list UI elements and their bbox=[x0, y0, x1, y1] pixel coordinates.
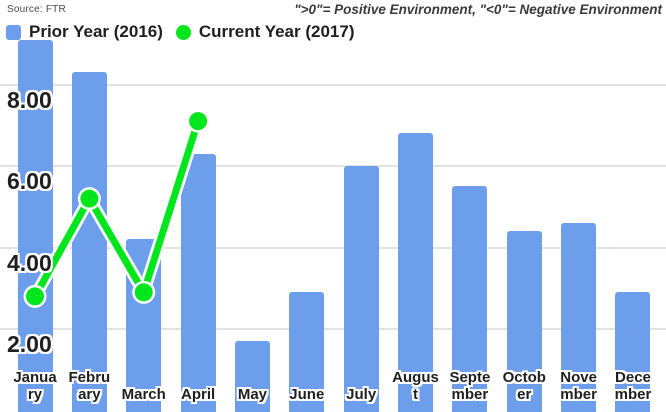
legend-label-prior-year: Prior Year (2016) bbox=[29, 22, 163, 41]
xaxis-label-december: Dece mber bbox=[615, 369, 652, 403]
xaxis-label-may: May bbox=[238, 386, 267, 403]
xaxis-label-august: Augus t bbox=[392, 369, 439, 403]
xaxis-label-line: mber bbox=[560, 386, 597, 403]
xaxis-label-line: ary bbox=[78, 386, 101, 403]
legend-label-current-year: Current Year (2017) bbox=[198, 22, 355, 41]
xaxis-label-line: Janua bbox=[13, 369, 57, 386]
gridline-4.00 bbox=[0, 246, 666, 249]
xaxis-label-line: Augus bbox=[392, 369, 439, 386]
xaxis-label-line: ry bbox=[27, 386, 43, 403]
xaxis-label-line: mber bbox=[451, 386, 489, 403]
xaxis-label-april: April bbox=[181, 386, 215, 403]
xaxis-label-november: Nove mber bbox=[560, 369, 597, 403]
xaxis-label-line: t bbox=[413, 386, 419, 403]
gridline-8.00 bbox=[0, 83, 666, 86]
bar-november bbox=[561, 223, 597, 412]
ytick-label-6.00: 6.00 bbox=[7, 168, 52, 194]
xaxis-label-line: April bbox=[180, 386, 216, 403]
gridline-6.00 bbox=[0, 165, 666, 167]
xaxis-label-line: June bbox=[289, 386, 325, 403]
bar-series-swatch-icon bbox=[6, 24, 21, 40]
xaxis-label-september: Septe mber bbox=[449, 369, 490, 403]
xaxis-label-line: er bbox=[517, 386, 532, 403]
xaxis-label-line: March bbox=[121, 386, 166, 403]
xaxis-label-june: June bbox=[289, 386, 324, 403]
line-point-february bbox=[80, 189, 99, 208]
ytick-label-8.00: 8.00 bbox=[7, 86, 52, 113]
line-series-swatch-icon bbox=[175, 24, 191, 40]
xaxis-label-line: Nove bbox=[560, 369, 597, 386]
bar-september bbox=[452, 186, 488, 412]
legend: Prior Year (2016) Current Year (2017) bbox=[6, 22, 355, 42]
bar-december bbox=[615, 292, 651, 412]
ytick-label-4.00: 4.00 bbox=[7, 249, 52, 276]
xaxis-label-july: July bbox=[346, 386, 376, 403]
xaxis-label-line: Septe bbox=[449, 369, 491, 386]
line-point-march bbox=[134, 283, 153, 302]
bar-january bbox=[17, 39, 53, 412]
legend-item-current-year: Current Year (2017) bbox=[175, 22, 355, 42]
xaxis-label-january: Janua ry bbox=[13, 369, 56, 403]
chart-title: ">0"= Positive Environment, "<0"= Negati… bbox=[294, 2, 662, 17]
ytick-label-2.00: 2.00 bbox=[7, 331, 52, 357]
line-point-april bbox=[189, 112, 208, 131]
xaxis-label-line: Octob bbox=[502, 369, 546, 386]
bar-june bbox=[289, 292, 325, 412]
xaxis-label-october: Octob er bbox=[503, 369, 546, 403]
bar-april bbox=[180, 153, 216, 412]
legend-item-prior-year: Prior Year (2016) bbox=[6, 22, 163, 42]
bar-august bbox=[398, 133, 434, 412]
source-label: Source: FTR bbox=[7, 4, 66, 15]
xaxis-label-february: Febru ary bbox=[69, 369, 111, 403]
bar-july bbox=[343, 166, 379, 412]
gridline-2.00 bbox=[0, 328, 666, 330]
bar-october bbox=[506, 231, 542, 412]
bar-may bbox=[234, 341, 270, 412]
xaxis-label-march: March bbox=[122, 386, 166, 403]
line-point-january bbox=[26, 287, 44, 306]
xaxis-label-line: mber bbox=[614, 386, 652, 403]
xaxis-label-line: Dece bbox=[615, 369, 651, 386]
line-stroke bbox=[31, 117, 202, 300]
xaxis-label-line: Febru bbox=[68, 369, 111, 386]
xaxis-label-line: July bbox=[346, 386, 377, 403]
bar-february bbox=[71, 72, 107, 412]
xaxis-label-line: May bbox=[237, 386, 268, 403]
